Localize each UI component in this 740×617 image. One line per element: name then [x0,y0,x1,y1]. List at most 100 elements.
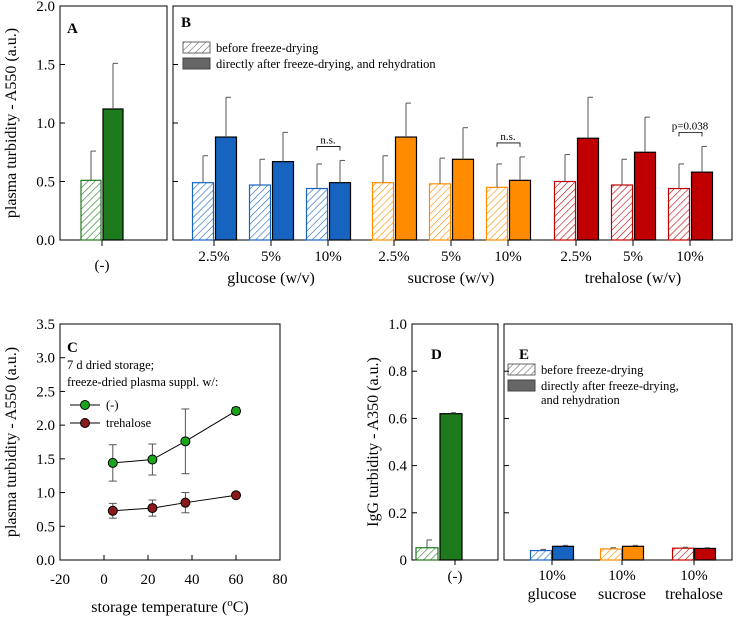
bar-e-before [529,549,553,561]
panel-c-xtick-label: 60 [229,572,244,588]
bar-a-after [102,108,124,241]
panel-a-ytick-label: 0.5 [36,175,55,191]
panel-d-ytick-label: 0 [400,553,408,569]
panel-c-ytick-label: 1.5 [36,452,55,468]
panel-e-category-line2: glucose [528,586,577,603]
panel-e-category-line1: 10% [608,568,636,584]
panel-c-ytick-label: 3.5 [36,317,55,333]
bar-b-after [690,171,714,241]
bar-b-after [214,136,238,241]
panel-b-group-label: trehalose (w/v) [585,270,681,287]
panel-c-point [147,503,158,514]
legend-b-before-label: before freeze-drying [216,41,319,55]
panel-b-category-label: 10% [494,249,522,265]
panel-d-letter: D [431,347,442,363]
bar-b-before [485,186,509,241]
bar-b-after [633,151,657,241]
bar-b-before [305,187,329,241]
bar-b-before [371,182,395,241]
bar-b-after [508,179,532,241]
bar-e-before [671,547,695,561]
bar-e-after [621,545,645,561]
panel-c-xlabel: storage temperature (oC) [91,597,248,616]
panel-b-group-label: sucrose (w/v) [408,270,495,287]
panel-b-significance-bracket [678,132,703,137]
legend-e-after-label-line1: directly after freeze-drying, [541,379,679,393]
panel-c-point [231,405,241,416]
panel-e: E before freeze-drying directly after fr… [503,323,733,603]
panel-c-ytick-label: 0.5 [36,519,55,535]
panel-e-frame [503,323,733,561]
panel-c-point [231,490,241,501]
panel-b-category-label: 5% [261,249,281,265]
panel-c-series-line-0 [112,410,237,464]
bar-d-after [439,413,463,561]
legend-c-trehalose-label: trehalose [106,416,152,430]
legend-e-before-swatch [507,363,536,376]
panel-a: A plasma turbidity - A550 (a.u.) (-) 0.0… [3,0,168,274]
bar-b-before [610,184,634,241]
legend-c-untreated-marker [80,400,90,410]
panel-d-ylabel: IgG turbidity - A350 (a.u.) [365,357,382,527]
bar-e-before [599,548,623,561]
bar-d-before [415,547,439,561]
panel-e-category-line2: trehalose [665,586,723,603]
panel-c-xtick-label: 20 [141,572,156,588]
panel-c-xtick-label: -20 [50,572,70,588]
panel-b: B before freeze-drying directly after fr… [172,5,733,287]
legend-b-after-swatch [182,57,211,70]
panel-d-ytick-label: 1.0 [388,317,407,333]
panel-a-ytick-label: 0.0 [36,233,55,249]
panel-b-category-label: 2.5% [378,249,409,265]
panel-e-letter: E [519,347,529,363]
panel-c-ytick-label: 0.0 [36,553,55,569]
panel-c-ytick-label: 2.0 [36,418,55,434]
panel-a-ytick-label: 2.0 [36,0,55,15]
panel-d-ytick-label: 0.2 [388,506,407,522]
bar-b-before [428,183,452,241]
panel-b-category-label: 10% [314,249,342,265]
legend-b-before-swatch [182,41,211,54]
panel-e-category-line1: 10% [680,568,708,584]
bar-b-after [394,136,418,241]
panel-c-ytick-label: 3.0 [36,351,55,367]
panel-c-ylabel: plasma turbidity - A550 (a.u.) [3,347,20,537]
panel-b-significance-label: n.s. [320,134,336,146]
panel-c-xtick-label: 80 [273,572,288,588]
panel-e-category-line2: sucrose [598,586,646,603]
panel-b-group-label: glucose (w/v) [227,270,315,287]
bar-b-after [576,137,600,241]
panel-b-significance-bracket [316,146,341,151]
panel-b-significance-label: p=0.038 [672,120,709,132]
panel-c-point [180,436,191,447]
legend-e-before-label: before freeze-drying [541,363,644,377]
panel-d-ytick-label: 0.4 [388,459,407,475]
panel-b-significance-label: n.s. [500,131,516,143]
bar-b-before [248,184,272,241]
panel-d-ytick-label: 0.8 [388,364,407,380]
panel-c-ytick-label: 2.5 [36,384,55,400]
panel-a-letter: A [67,21,78,37]
panel-b-category-label: 2.5% [198,249,229,265]
bar-b-before [667,187,691,241]
bar-b-before [553,180,577,241]
panel-d-category-label: (-) [448,569,463,585]
bar-a-before [80,179,102,241]
panel-c-series-line-1 [112,494,237,512]
bar-e-after [693,547,717,561]
legend-c-untreated-label: (-) [106,398,119,412]
legend-e-after-swatch [507,379,536,392]
legend-e-after-label-line2: and rehydration [541,393,621,407]
panel-a-ylabel: plasma turbidity - A550 (a.u.) [3,28,20,218]
legend-c-trehalose-marker [80,418,90,428]
panel-c-point [180,497,191,508]
panel-c-note-line1: 7 d dried storage; [67,358,154,372]
panel-d-ytick-label: 0.6 [388,411,407,427]
panel-c-ytick-label: 1.0 [36,486,55,502]
panel-a-category-label: (-) [95,258,110,274]
panel-b-category-label: 5% [441,249,461,265]
bar-b-after [451,158,475,241]
panel-d: D IgG turbidity - A350 (a.u.) (-) 0 0.2 0.… [365,317,499,585]
panel-c-point [147,454,158,465]
